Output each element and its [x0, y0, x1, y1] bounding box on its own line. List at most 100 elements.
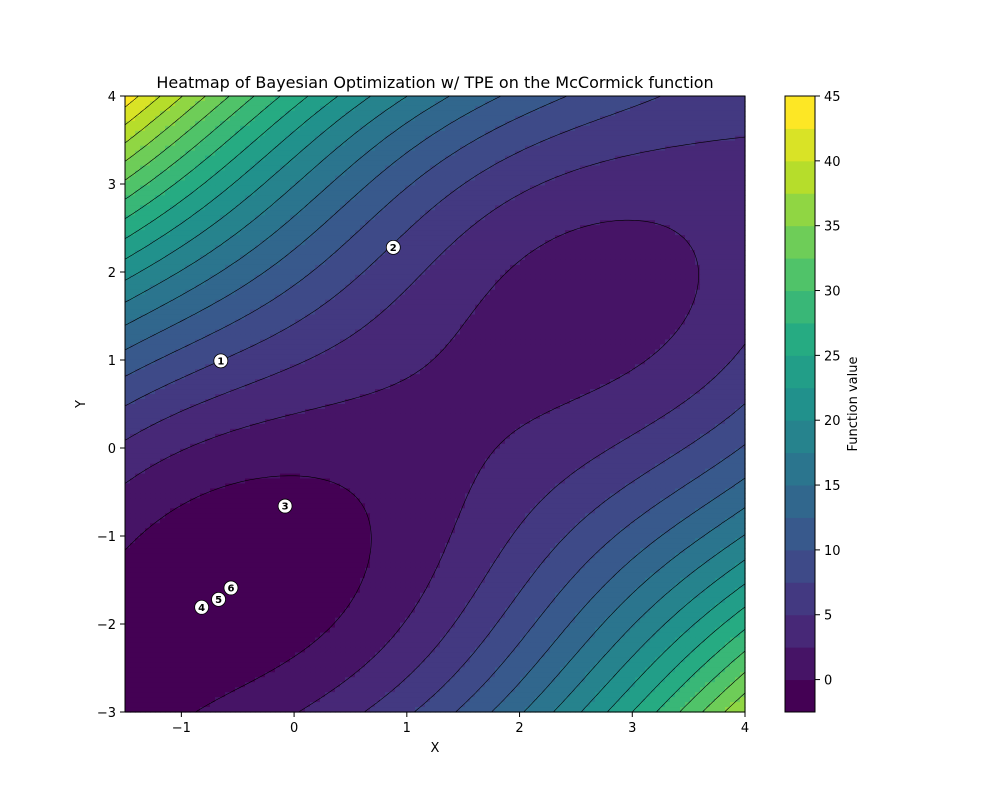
heatmap-cell [235, 250, 241, 256]
heatmap-cell [620, 115, 626, 122]
heatmap-cell [725, 220, 731, 226]
heatmap-cell [740, 150, 746, 157]
heatmap-cell [350, 155, 356, 162]
heatmap-cell [730, 220, 736, 226]
heatmap-cell [410, 195, 416, 201]
heatmap-cell [435, 115, 441, 122]
heatmap-cell [630, 240, 636, 246]
heatmap-cell [330, 150, 336, 157]
heatmap-cell [395, 175, 401, 182]
heatmap-cell [280, 200, 286, 206]
heatmap-cell [645, 230, 651, 236]
heatmap-cell [260, 140, 266, 147]
heatmap-cell [520, 110, 526, 117]
heatmap-cell [235, 259, 241, 266]
heatmap-cell [695, 245, 701, 251]
heatmap-cell [635, 105, 641, 112]
heatmap-cell [455, 190, 461, 196]
heatmap-cell [170, 279, 176, 286]
heatmap-cell [280, 259, 286, 266]
heatmap-cell [155, 200, 161, 206]
heatmap-cell [195, 274, 201, 281]
heatmap-cell [135, 284, 141, 291]
heatmap-cell [415, 259, 421, 266]
heatmap-cell [670, 170, 676, 177]
heatmap-cell [565, 284, 571, 291]
heatmap-cell [495, 245, 501, 251]
heatmap-cell [665, 160, 671, 167]
heatmap-cell [335, 279, 341, 286]
heatmap-cell [420, 175, 426, 182]
heatmap-cell [730, 235, 736, 241]
heatmap-cell [690, 150, 696, 157]
heatmap-cell [650, 245, 656, 251]
heatmap-cell [675, 205, 681, 211]
heatmap-cell [430, 250, 436, 256]
heatmap-cell [710, 110, 716, 117]
heatmap-cell [395, 100, 401, 107]
heatmap-cell [210, 294, 216, 301]
heatmap-cell [180, 125, 186, 132]
heatmap-cell [230, 264, 236, 271]
heatmap-cell [655, 230, 661, 236]
heatmap-cell [680, 215, 686, 221]
heatmap-cell [520, 225, 526, 231]
heatmap-cell [705, 130, 711, 137]
heatmap-cell [545, 115, 551, 122]
heatmap-cell [395, 110, 401, 117]
heatmap-cell [135, 250, 141, 256]
heatmap-cell [430, 225, 436, 231]
heatmap-cell [585, 264, 591, 271]
heatmap-cell [345, 225, 351, 231]
heatmap-cell [295, 245, 301, 251]
heatmap-cell [220, 195, 226, 201]
heatmap-cell [575, 245, 581, 251]
heatmap-cell [190, 215, 196, 221]
heatmap-cell [635, 210, 641, 216]
heatmap-cell [360, 130, 366, 137]
heatmap-cell [655, 96, 661, 102]
heatmap-cell [225, 200, 231, 206]
heatmap-cell [550, 220, 556, 226]
heatmap-cell [560, 190, 566, 196]
heatmap-cell [225, 230, 231, 236]
heatmap-cell [135, 180, 141, 187]
heatmap-cell [560, 120, 566, 127]
heatmap-cell [725, 279, 731, 286]
heatmap-cell [635, 160, 641, 167]
heatmap-cell [140, 105, 146, 112]
heatmap-cell [445, 250, 451, 256]
heatmap-cell [415, 190, 421, 196]
heatmap-cell [365, 110, 371, 117]
heatmap-cell [720, 240, 726, 246]
heatmap-cell [525, 125, 531, 132]
heatmap-cell [230, 269, 236, 276]
heatmap-cell [575, 185, 581, 191]
heatmap-cell [665, 245, 671, 251]
heatmap-cell [740, 200, 746, 206]
heatmap-cell [525, 225, 531, 231]
heatmap-cell [405, 264, 411, 271]
heatmap-cell [220, 175, 226, 182]
heatmap-cell [305, 284, 311, 291]
heatmap-cell [420, 264, 426, 271]
heatmap-cell [580, 245, 586, 251]
heatmap-cell [465, 125, 471, 132]
heatmap-cell [275, 110, 281, 117]
heatmap-cell [545, 264, 551, 271]
heatmap-cell [645, 120, 651, 127]
heatmap-cell [205, 180, 211, 187]
heatmap-cell [430, 165, 436, 172]
heatmap-cell [705, 205, 711, 211]
heatmap-cell [165, 200, 171, 206]
heatmap-cell [440, 210, 446, 216]
heatmap-cell [335, 120, 341, 127]
heatmap-cell [735, 135, 741, 142]
heatmap-cell [240, 269, 246, 276]
heatmap-cell [605, 215, 611, 221]
heatmap-cell [605, 170, 611, 177]
heatmap-cell [705, 150, 711, 157]
heatmap-cell [380, 135, 386, 142]
heatmap-cell [435, 165, 441, 172]
heatmap-cell [515, 120, 521, 127]
